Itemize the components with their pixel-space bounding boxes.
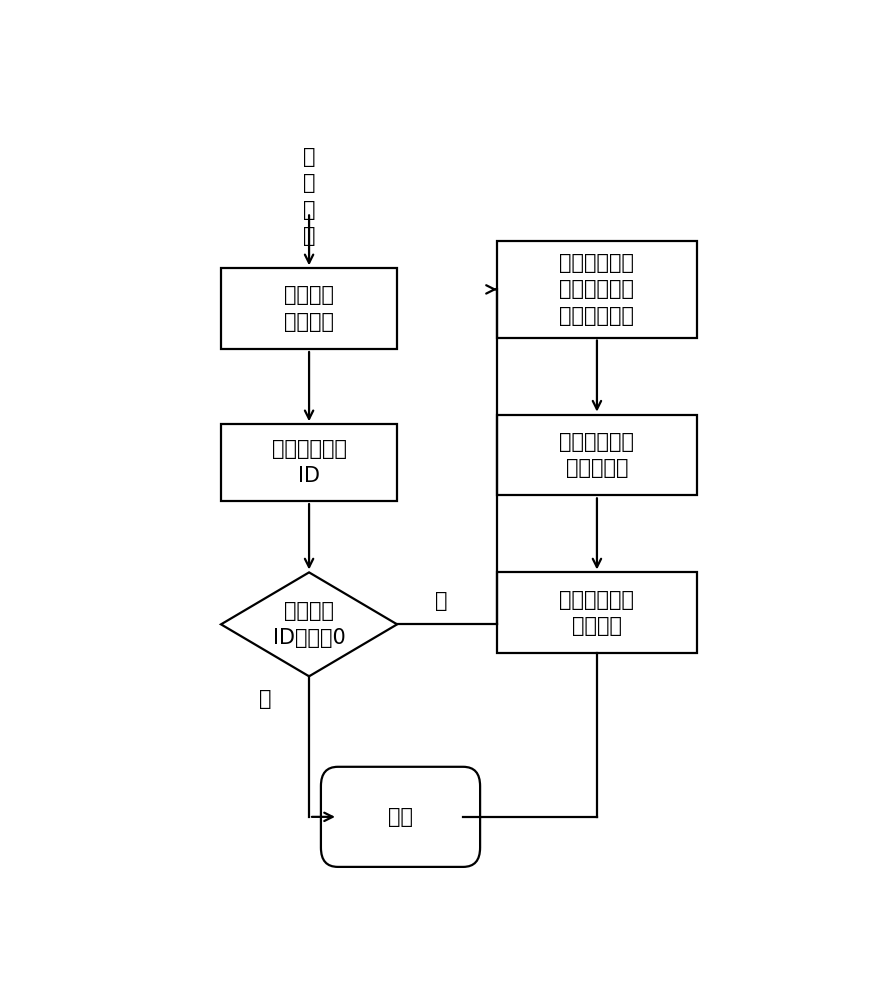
FancyBboxPatch shape	[497, 572, 697, 653]
Text: 获取本次
试验信息: 获取本次 试验信息	[284, 285, 334, 332]
Text: 是: 是	[435, 591, 447, 611]
FancyBboxPatch shape	[221, 268, 397, 349]
Text: 结束: 结束	[388, 807, 413, 827]
FancyBboxPatch shape	[321, 767, 480, 867]
Text: 获取试验信息
ID: 获取试验信息 ID	[272, 439, 347, 486]
Text: 新表表名加入
索引信息: 新表表名加入 索引信息	[559, 590, 635, 636]
Text: 否: 否	[259, 689, 271, 709]
Text: 试
验
信
息: 试 验 信 息	[302, 147, 316, 246]
Polygon shape	[221, 572, 397, 676]
FancyBboxPatch shape	[221, 424, 397, 501]
FancyBboxPatch shape	[497, 241, 697, 338]
Text: 复制模版表信
息生成新表: 复制模版表信 息生成新表	[559, 432, 635, 478]
FancyBboxPatch shape	[497, 415, 697, 495]
Text: 试验信息
ID是否非0: 试验信息 ID是否非0	[273, 601, 345, 648]
Text: 查询数据库配
置信息并记录
需复制的表名: 查询数据库配 置信息并记录 需复制的表名	[559, 253, 635, 326]
